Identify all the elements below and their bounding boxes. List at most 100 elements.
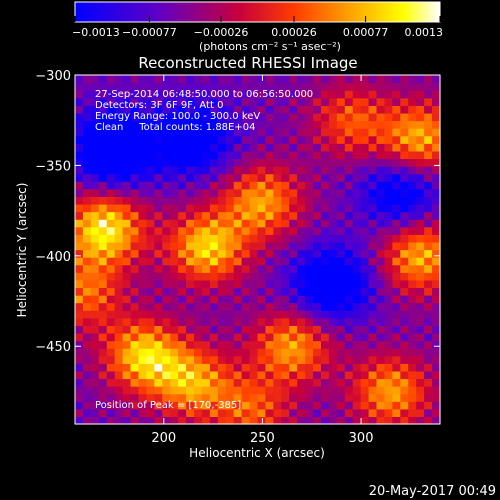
heatmap-cell — [384, 135, 393, 144]
heatmap-cell — [106, 173, 116, 182]
heatmap-cell — [130, 143, 140, 152]
heatmap-cell — [178, 241, 187, 251]
heatmap-cell — [209, 75, 219, 84]
heatmap-cell — [249, 272, 259, 281]
heatmap-cell — [424, 363, 433, 372]
heatmap-cell — [400, 234, 409, 243]
heatmap-cell — [106, 188, 116, 197]
heatmap-cell — [281, 325, 290, 334]
heatmap-cell — [82, 203, 92, 213]
heatmap-cell — [265, 75, 274, 84]
heatmap-cell — [114, 272, 124, 281]
heatmap-cell — [313, 408, 322, 418]
heatmap-cell — [225, 310, 235, 319]
heatmap-cell — [130, 363, 140, 372]
heatmap-cell — [392, 158, 401, 167]
heatmap-cell — [424, 279, 433, 289]
heatmap-cell — [75, 196, 84, 205]
heatmap-cell — [336, 234, 346, 243]
heatmap-cell — [154, 363, 163, 372]
heatmap-cell — [368, 203, 378, 213]
heatmap-cell — [305, 203, 314, 213]
heatmap-cell — [400, 241, 409, 251]
heatmap-cell — [98, 378, 108, 387]
heatmap-cell — [320, 287, 330, 296]
heatmap-cell — [408, 203, 417, 213]
heatmap-cell — [424, 386, 433, 395]
heatmap-cell — [130, 264, 140, 273]
heatmap-cell — [424, 370, 433, 380]
heatmap-cell — [82, 234, 92, 243]
heatmap-cell — [368, 348, 378, 357]
heatmap-cell — [154, 317, 163, 326]
heatmap-cell — [162, 348, 171, 357]
heatmap-cell — [225, 416, 235, 425]
heatmap-cell — [392, 393, 401, 402]
y-tick-label: −300 — [35, 69, 71, 84]
heatmap-cell — [82, 348, 92, 357]
heatmap-cell — [154, 203, 163, 213]
heatmap-cell — [82, 325, 92, 334]
heatmap-cell — [352, 143, 362, 152]
heatmap-cell — [194, 317, 203, 326]
heatmap-cell — [416, 90, 425, 99]
heatmap-cell — [257, 332, 267, 342]
heatmap-cell — [209, 295, 219, 304]
heatmap-cell — [368, 287, 378, 296]
heatmap-cell — [320, 416, 330, 425]
heatmap-cell — [146, 355, 155, 364]
heatmap-cell — [297, 295, 306, 304]
heatmap-cell — [336, 211, 346, 220]
heatmap-cell — [241, 188, 251, 197]
heatmap-cell — [328, 310, 338, 319]
heatmap-cell — [170, 196, 179, 205]
heatmap-cell — [305, 302, 314, 311]
heatmap-cell — [344, 416, 354, 425]
heatmap-cell — [360, 363, 370, 372]
heatmap-cell — [225, 272, 235, 281]
heatmap-cell — [297, 219, 306, 228]
heatmap-cell — [273, 158, 282, 167]
heatmap-cell — [281, 211, 290, 220]
heatmap-cell — [328, 90, 338, 99]
heatmap-cell — [336, 173, 346, 182]
heatmap-cell — [281, 120, 290, 129]
heatmap-cell — [209, 416, 219, 425]
heatmap-cell — [233, 75, 243, 84]
heatmap-cell — [249, 393, 259, 402]
heatmap-cell — [178, 295, 187, 304]
heatmap-cell — [424, 219, 433, 228]
heatmap-cell — [194, 340, 203, 349]
heatmap-cell — [75, 90, 84, 99]
heatmap-cell — [344, 272, 354, 281]
heatmap-cell — [432, 203, 441, 213]
heatmap-cell — [408, 188, 417, 197]
heatmap-cell — [178, 348, 187, 357]
heatmap-cell — [432, 317, 441, 326]
heatmap-cell — [217, 158, 227, 167]
heatmap-cell — [170, 295, 179, 304]
heatmap-cell — [416, 257, 425, 266]
heatmap-cell — [249, 401, 259, 410]
heatmap-cell — [122, 325, 132, 334]
heatmap-cell — [392, 249, 401, 258]
heatmap-cell — [289, 264, 298, 273]
heatmap-cell — [384, 128, 393, 137]
heatmap-cell — [241, 287, 251, 296]
heatmap-cell — [328, 181, 338, 190]
heatmap-cell — [170, 158, 179, 167]
heatmap-cell — [400, 279, 409, 289]
heatmap-cell — [106, 219, 116, 228]
heatmap-cell — [400, 112, 409, 122]
heatmap-cell — [162, 317, 171, 326]
heatmap-cell — [122, 340, 132, 349]
heatmap-cell — [209, 90, 219, 99]
heatmap-cell — [384, 287, 393, 296]
heatmap-cell — [257, 150, 267, 160]
heatmap-cell — [106, 264, 116, 273]
heatmap-cell — [217, 348, 227, 357]
heatmap-cell — [424, 181, 433, 190]
colorbar-tick-label: −0.00026 — [194, 26, 249, 39]
heatmap-cell — [170, 363, 179, 372]
heatmap-cell — [344, 90, 354, 99]
